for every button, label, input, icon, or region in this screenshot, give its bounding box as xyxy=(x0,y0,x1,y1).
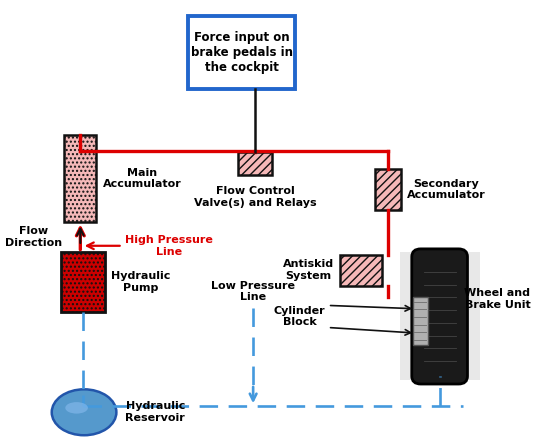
Text: Hydraulic
Reservoir: Hydraulic Reservoir xyxy=(125,401,185,423)
Ellipse shape xyxy=(65,402,88,414)
Bar xyxy=(375,168,401,210)
Bar xyxy=(340,255,383,286)
FancyBboxPatch shape xyxy=(412,249,467,384)
Ellipse shape xyxy=(51,389,117,435)
Text: Main
Accumulator: Main Accumulator xyxy=(102,167,181,189)
Bar xyxy=(238,152,272,175)
Text: High Pressure
Line: High Pressure Line xyxy=(125,235,213,256)
Bar xyxy=(189,16,295,89)
Bar xyxy=(61,253,106,312)
Bar xyxy=(64,136,96,222)
Bar xyxy=(413,296,428,345)
Text: Secondary
Accumulator: Secondary Accumulator xyxy=(407,179,486,200)
Text: Flow
Direction: Flow Direction xyxy=(4,226,62,248)
Text: Flow Control
Valve(s) and Relays: Flow Control Valve(s) and Relays xyxy=(194,186,317,208)
Text: Antiskid
System: Antiskid System xyxy=(283,259,334,281)
Text: Cylinder
Block: Cylinder Block xyxy=(274,306,325,327)
Text: Force input on
brake pedals in
the cockpit: Force input on brake pedals in the cockp… xyxy=(191,31,293,74)
Bar xyxy=(400,253,480,381)
Text: Wheel and
Brake Unit: Wheel and Brake Unit xyxy=(464,288,531,310)
Text: Hydraulic
Pump: Hydraulic Pump xyxy=(112,272,171,293)
Text: Low Pressure
Line: Low Pressure Line xyxy=(211,281,295,302)
